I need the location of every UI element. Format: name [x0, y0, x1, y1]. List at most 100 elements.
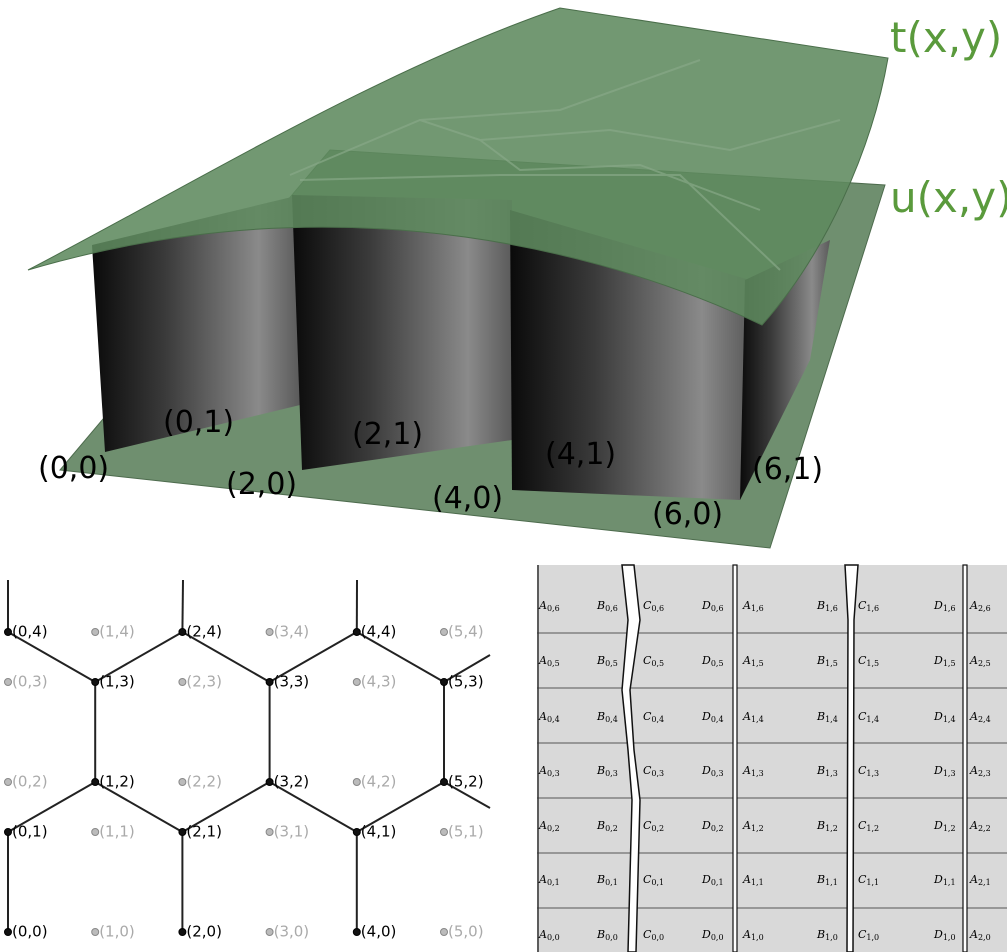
cell-letter: D: [701, 599, 711, 612]
cell-subscript: 1,2: [825, 824, 838, 833]
cell-subscript: 1,4: [751, 715, 764, 724]
cell-letter: D: [933, 873, 943, 886]
cell-subscript: 1,3: [751, 769, 764, 778]
point-label: (6,1): [752, 452, 823, 487]
cell-grid: A0,6B0,6C0,6D0,6A1,6B1,6C1,6D1,6A2,6A0,5…: [537, 565, 1007, 952]
point-label: (6,0): [652, 497, 723, 532]
cell-subscript: 0,4: [605, 715, 618, 724]
hex-node: [5, 779, 12, 786]
cell-subscript: 0,2: [547, 824, 560, 833]
cell-letter: A: [969, 654, 978, 667]
node-label: (4,0): [361, 923, 397, 941]
cell-letter: A: [538, 928, 547, 941]
cell-subscript: 1,1: [825, 878, 838, 887]
cell-subscript: 2,0: [978, 933, 991, 942]
node-label: (1,4): [99, 623, 135, 641]
wall-gap: [733, 565, 737, 952]
cell-letter: A: [742, 928, 751, 941]
cell-subscript: 1,0: [943, 933, 956, 942]
node-label: (2,4): [186, 623, 222, 641]
node-label: (5,2): [448, 773, 484, 791]
node-label: (1,2): [99, 773, 135, 791]
cell-subscript: 1,5: [825, 659, 838, 668]
node-label: (1,0): [99, 923, 135, 941]
cell-subscript: 1,0: [751, 933, 764, 942]
cell-letter: A: [969, 599, 978, 612]
node-label: (4,2): [361, 773, 397, 791]
node-label: (1,1): [99, 823, 135, 841]
cell-letter: A: [969, 764, 978, 777]
cell-subscript: 0,2: [605, 824, 618, 833]
node-label: (4,3): [361, 673, 397, 691]
cell-subscript: 0,4: [547, 715, 560, 724]
cell-subscript: 0,5: [605, 659, 618, 668]
cell-letter: B: [596, 928, 605, 941]
cell-letter: A: [538, 873, 547, 886]
cell-letter: B: [816, 654, 825, 667]
figure: t(x,y) u(x,y) (0,0)(0,1)(2,0)(2,1)(4,0)(…: [0, 0, 1007, 952]
cell-letter: A: [538, 764, 547, 777]
cell-letter: D: [701, 819, 711, 832]
cell-letter: D: [933, 764, 943, 777]
cell-subscript: 2,6: [978, 604, 991, 613]
node-label: (0,3): [12, 673, 48, 691]
hex-node: [266, 679, 273, 686]
cell-letter: A: [969, 873, 978, 886]
cell-letter: B: [596, 599, 605, 612]
cell-subscript: 0,5: [651, 659, 664, 668]
hex-node: [266, 629, 273, 636]
cell-letter: B: [596, 873, 605, 886]
node-label: (0,2): [12, 773, 48, 791]
cell-subscript: 1,6: [751, 604, 764, 613]
cell-subscript: 0,0: [651, 933, 664, 942]
cell-subscript: 1,3: [866, 769, 879, 778]
cell-letter: B: [596, 654, 605, 667]
cell-letter: A: [742, 764, 751, 777]
node-label: (4,4): [361, 623, 397, 641]
cell-subscript: 0,0: [605, 933, 618, 942]
cell-letter: D: [933, 654, 943, 667]
hex-node: [5, 829, 12, 836]
hex-node: [179, 779, 186, 786]
cell-letter: B: [816, 710, 825, 723]
hex-node: [92, 779, 99, 786]
cell-letter: D: [701, 764, 711, 777]
cell-subscript: 0,6: [605, 604, 618, 613]
hex-node: [353, 779, 360, 786]
cell-subscript: 0,6: [547, 604, 560, 613]
cell-subscript: 2,2: [978, 824, 991, 833]
hex-node: [92, 929, 99, 936]
cell-letter: A: [538, 599, 547, 612]
cell-subscript: 0,0: [547, 933, 560, 942]
cell-subscript: 0,6: [651, 604, 664, 613]
cell-subscript: 1,6: [825, 604, 838, 613]
cell-subscript: 1,2: [866, 824, 879, 833]
hex-node: [5, 629, 12, 636]
hex-node: [353, 679, 360, 686]
node-label: (3,1): [274, 823, 310, 841]
node-label: (5,3): [448, 673, 484, 691]
node-label: (3,3): [274, 673, 310, 691]
cell-subscript: 1,0: [866, 933, 879, 942]
cell-letter: A: [742, 654, 751, 667]
cell-letter: B: [596, 710, 605, 723]
node-label: (4,1): [361, 823, 397, 841]
cell-subscript: 1,5: [751, 659, 764, 668]
hex-node: [179, 679, 186, 686]
cell-letter: D: [933, 710, 943, 723]
cell-letter: A: [742, 599, 751, 612]
node-label: (5,0): [448, 923, 484, 941]
node-label: (0,0): [12, 923, 48, 941]
cell-subscript: 1,2: [751, 824, 764, 833]
cell-subscript: 0,0: [711, 933, 724, 942]
hex-node: [441, 779, 448, 786]
cell-subscript: 1,4: [866, 715, 879, 724]
cell-letter: B: [816, 928, 825, 941]
node-label: (2,3): [186, 673, 222, 691]
hex-node: [92, 829, 99, 836]
node-label: (1,3): [99, 673, 135, 691]
grid-background: [537, 565, 1007, 952]
top-label: t(x,y): [890, 13, 1002, 62]
hex-node: [5, 679, 12, 686]
hex-node: [266, 779, 273, 786]
